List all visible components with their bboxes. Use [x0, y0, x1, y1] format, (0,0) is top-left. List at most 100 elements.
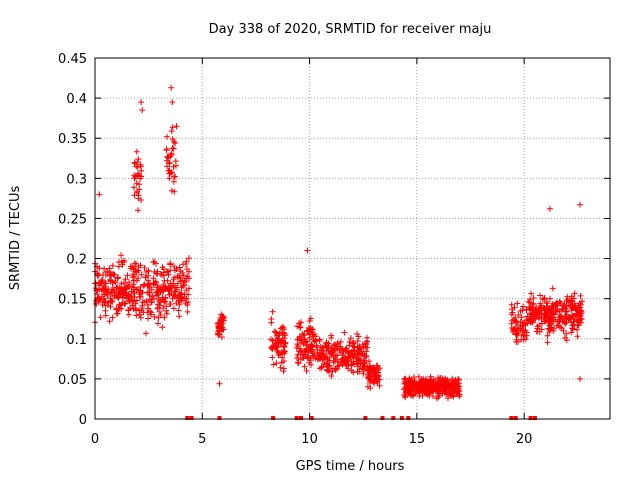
data-point	[145, 305, 152, 312]
data-point	[147, 308, 153, 315]
data-point	[537, 292, 544, 299]
data-point	[168, 289, 175, 296]
data-point	[402, 380, 409, 387]
data-point	[163, 146, 170, 153]
data-point	[137, 262, 144, 269]
data-point	[138, 173, 145, 180]
data-point	[323, 340, 330, 347]
data-point	[185, 299, 192, 306]
data-point	[170, 178, 177, 185]
data-point	[560, 327, 567, 334]
data-point	[297, 324, 304, 331]
data-point	[330, 342, 337, 349]
data-point	[317, 353, 324, 360]
data-point	[530, 300, 537, 307]
data-point	[160, 272, 167, 279]
data-point	[134, 297, 140, 304]
data-point	[165, 271, 172, 278]
data-point	[376, 376, 383, 383]
data-point	[307, 357, 314, 364]
data-point	[547, 308, 554, 315]
data-point	[179, 270, 186, 276]
data-point	[179, 282, 186, 289]
data-point	[96, 265, 103, 272]
data-point	[121, 257, 128, 264]
data-point	[427, 377, 434, 384]
data-point	[320, 350, 326, 357]
data-point	[159, 296, 166, 303]
data-point	[437, 375, 444, 382]
data-point	[109, 262, 116, 269]
data-point	[280, 365, 287, 372]
data-point	[154, 268, 161, 275]
data-point	[338, 359, 345, 366]
data-point	[129, 274, 136, 281]
data-point	[134, 172, 141, 179]
data-point	[277, 325, 284, 332]
data-point	[270, 361, 277, 368]
data-point	[294, 355, 300, 361]
data-point	[138, 99, 145, 106]
data-point	[304, 353, 311, 360]
data-point	[358, 348, 365, 355]
data-point	[306, 331, 313, 338]
data-point	[547, 295, 553, 302]
data-point	[280, 358, 287, 365]
data-point	[546, 205, 553, 212]
data-point	[317, 344, 324, 350]
data-point	[158, 286, 165, 293]
data-point	[546, 329, 553, 336]
data-point	[184, 273, 191, 280]
zero-value-point	[189, 416, 194, 420]
data-point	[550, 327, 557, 334]
data-point	[123, 292, 129, 299]
data-point	[314, 346, 320, 353]
data-point	[139, 305, 146, 311]
data-point	[508, 320, 515, 327]
data-point	[131, 277, 137, 284]
data-point	[354, 331, 361, 337]
data-point	[274, 344, 281, 351]
data-point	[536, 308, 543, 315]
data-point	[456, 388, 463, 395]
data-point	[275, 352, 282, 359]
data-point	[306, 318, 313, 324]
data-point	[568, 304, 575, 311]
data-point	[136, 307, 143, 314]
data-point	[298, 349, 305, 356]
data-point	[328, 349, 335, 356]
zero-value-point	[217, 416, 222, 420]
x-tick-label: 10	[301, 432, 318, 447]
data-point	[574, 333, 581, 340]
data-point	[167, 153, 174, 160]
data-point	[169, 124, 176, 131]
data-point	[170, 145, 177, 152]
data-point	[169, 136, 176, 143]
data-point	[95, 295, 102, 302]
chart-title: Day 338 of 2020, SRMTID for receiver maj…	[209, 22, 492, 37]
data-point	[532, 309, 539, 316]
data-point	[130, 298, 137, 305]
y-tick-label: 0.3	[66, 172, 87, 187]
data-point	[172, 140, 179, 147]
data-point	[157, 271, 164, 277]
data-point	[164, 285, 171, 292]
tick-layer: 0 0.05 0.1 0.15 0.2 0.25 0.3 0.35 0.4 0.45 0 5 10 15 2…	[58, 52, 610, 447]
data-point	[153, 292, 160, 299]
data-point	[405, 387, 412, 394]
data-point	[323, 354, 330, 361]
data-point	[354, 338, 361, 344]
data-point	[135, 286, 141, 293]
data-point	[520, 303, 527, 310]
data-point	[172, 291, 179, 298]
data-point	[428, 383, 435, 390]
data-point	[355, 344, 362, 351]
zero-value-point	[532, 416, 537, 420]
data-point	[139, 289, 146, 296]
data-point	[220, 326, 227, 333]
data-point	[155, 304, 161, 311]
data-point	[557, 312, 564, 319]
data-point	[439, 390, 446, 397]
data-point	[136, 293, 143, 300]
data-point	[445, 385, 452, 391]
